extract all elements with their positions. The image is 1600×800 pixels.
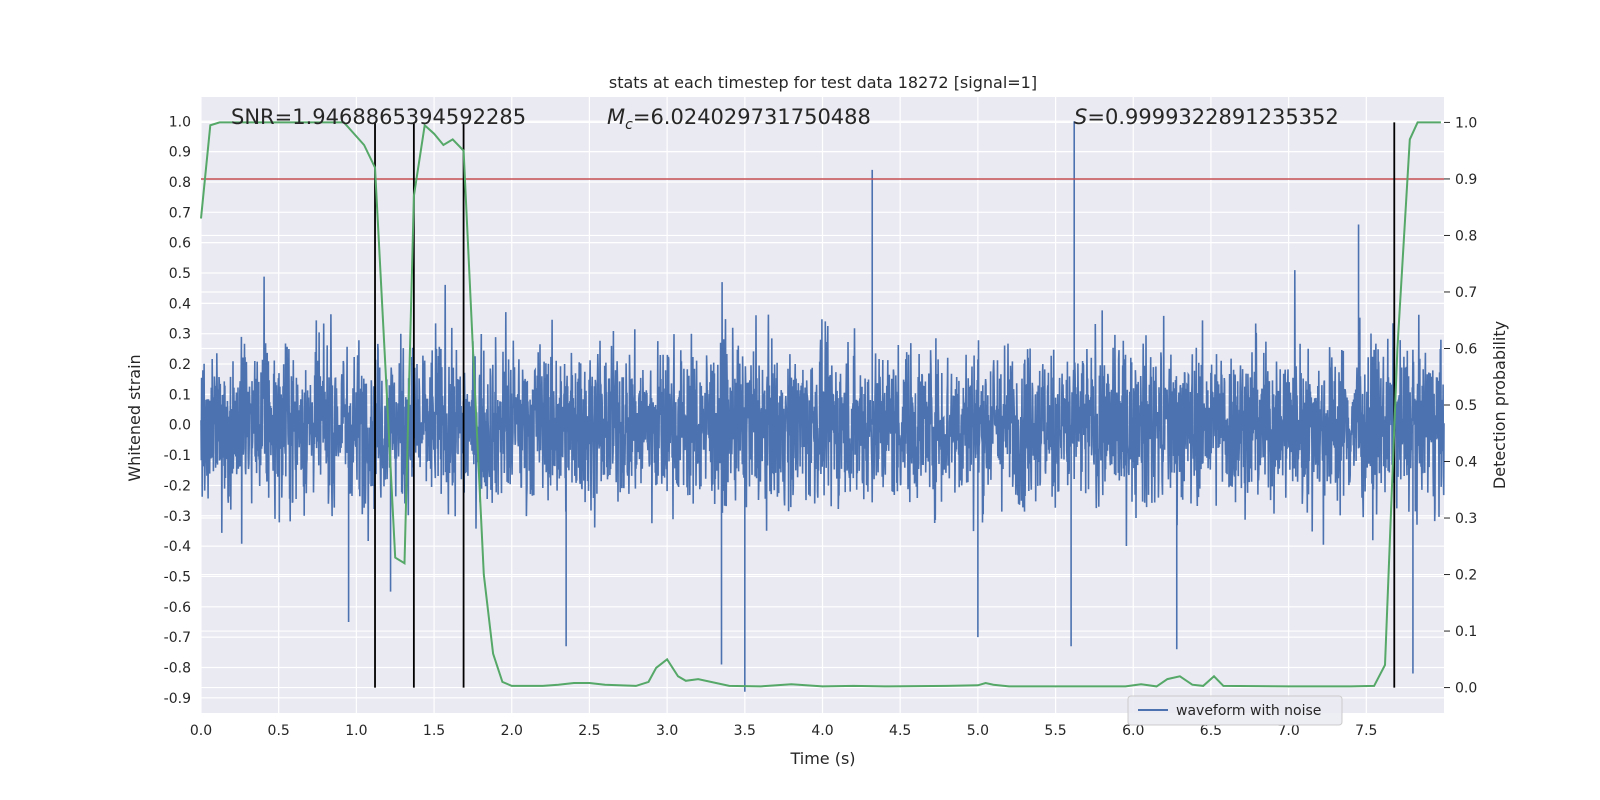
waveform-line bbox=[200, 270, 1445, 547]
y-tick-label: -0.4 bbox=[164, 539, 191, 555]
mc-value: 6.024029731750488 bbox=[650, 105, 870, 129]
y-tick-label: 0.9 bbox=[169, 145, 191, 161]
y-tick-label: 0.4 bbox=[169, 296, 191, 312]
y2-tick-label: 0.3 bbox=[1455, 511, 1477, 527]
y2-tick-label: 0.2 bbox=[1455, 568, 1477, 584]
x-tick-label: 3.0 bbox=[656, 723, 678, 739]
y-tick-label: 0.8 bbox=[169, 175, 191, 191]
x-tick-label: 7.5 bbox=[1355, 723, 1377, 739]
y-tick-label: 0.3 bbox=[169, 327, 191, 343]
x-tick-label: 3.5 bbox=[734, 723, 756, 739]
x-tick-label: 7.0 bbox=[1277, 723, 1299, 739]
snr-value: 1.9468865394592285 bbox=[292, 105, 526, 129]
y2-tick-label: 0.4 bbox=[1455, 455, 1477, 471]
y-tick-label: 0.1 bbox=[169, 387, 191, 403]
y-tick-label: -0.6 bbox=[164, 600, 191, 616]
x-tick-label: 4.0 bbox=[811, 723, 833, 739]
chirp-mass-annotation: Mc=6.024029731750488 bbox=[607, 105, 871, 133]
y-tick-label: -0.8 bbox=[164, 660, 191, 676]
y-tick-label: -0.5 bbox=[164, 569, 191, 585]
legend-box bbox=[1127, 695, 1343, 726]
legend: waveform with noise bbox=[1127, 695, 1343, 726]
detection-probability-series bbox=[200, 121, 1441, 688]
legend-label: waveform with noise bbox=[1176, 703, 1321, 719]
s-label: S bbox=[1074, 105, 1087, 129]
s-equals: = bbox=[1087, 105, 1105, 129]
x-tick-label: 2.5 bbox=[578, 723, 600, 739]
y-tick-label: 1.0 bbox=[169, 114, 191, 130]
y2-tick-label: 1.0 bbox=[1455, 115, 1477, 131]
x-tick-label: 6.5 bbox=[1200, 723, 1222, 739]
s-value: 0.9999322891235352 bbox=[1105, 105, 1339, 129]
y-tick-label: -0.2 bbox=[164, 478, 191, 494]
mc-equals: = bbox=[633, 105, 651, 129]
y2-tick-label: 0.5 bbox=[1455, 398, 1477, 414]
y-tick-label: 0.7 bbox=[169, 205, 191, 221]
y2-tick-label: 0.0 bbox=[1455, 681, 1477, 697]
y-tick-label: -0.9 bbox=[164, 691, 191, 707]
y2-tick-label: 0.6 bbox=[1455, 341, 1477, 357]
x-tick-label: 2.0 bbox=[501, 723, 523, 739]
x-tick-label: 1.5 bbox=[423, 723, 445, 739]
x-tick-label: 0.0 bbox=[190, 723, 212, 739]
probability-line bbox=[200, 121, 1441, 688]
x-tick-label: 4.5 bbox=[889, 723, 911, 739]
y-tick-label: 0.2 bbox=[169, 357, 191, 373]
snr-annotation: SNR=1.9468865394592285 bbox=[231, 105, 526, 129]
y2-tick-label: 0.1 bbox=[1455, 624, 1477, 640]
y2-tick-label: 0.8 bbox=[1455, 228, 1477, 244]
y-axis-title: Whitened strain bbox=[125, 354, 144, 481]
y2-tick-label: 0.9 bbox=[1455, 172, 1477, 188]
y-tick-label: 0.6 bbox=[169, 236, 191, 252]
snr-label: SNR bbox=[231, 105, 275, 129]
left-y-axis: -0.9 -0.8 -0.7 -0.6 -0.5 -0.4 -0.3 -0.2 -0.1 0.0 0… bbox=[164, 114, 191, 707]
chart-title: stats at each timestep for test data 182… bbox=[609, 73, 1037, 92]
x-axis-title: Time (s) bbox=[789, 749, 855, 768]
mc-label: M bbox=[607, 105, 625, 129]
snr-equals: = bbox=[275, 105, 293, 129]
y-tick-label: -0.7 bbox=[164, 630, 191, 646]
y2-axis-title: Detection probability bbox=[1490, 321, 1509, 489]
y2-tick-label: 0.7 bbox=[1455, 285, 1477, 301]
mc-subscript: c bbox=[625, 117, 633, 133]
x-axis: 0.0 0.5 1.0 1.5 2.0 2.5 3.0 3.5 4.0 4.5 5.0 5.5 6.0 6… bbox=[190, 723, 1378, 739]
y-tick-label: -0.1 bbox=[164, 448, 191, 464]
y-tick-label: 0.0 bbox=[169, 418, 191, 434]
right-y-axis: 0.0 0.1 0.2 0.3 0.4 0.5 0.6 0.7 0.8 0.9 1.0 bbox=[1444, 115, 1477, 697]
y-tick-label: 0.5 bbox=[169, 266, 191, 282]
x-tick-label: 0.5 bbox=[268, 723, 290, 739]
x-tick-label: 5.0 bbox=[967, 723, 989, 739]
y-tick-label: -0.3 bbox=[164, 509, 191, 525]
significance-annotation: S=0.9999322891235352 bbox=[1074, 105, 1339, 129]
x-tick-label: 5.5 bbox=[1044, 723, 1066, 739]
x-tick-label: 6.0 bbox=[1122, 723, 1144, 739]
x-tick-label: 1.0 bbox=[345, 723, 367, 739]
